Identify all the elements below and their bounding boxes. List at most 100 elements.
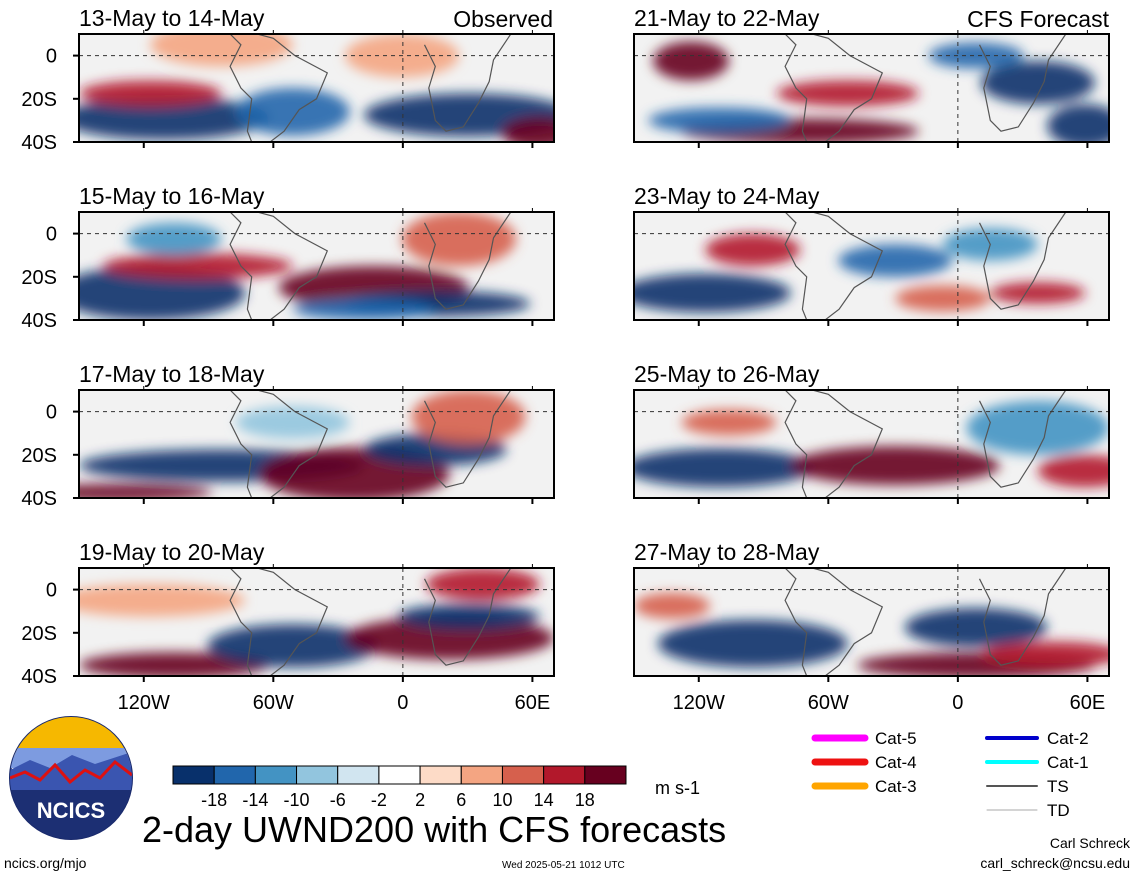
anomaly-contour: [904, 607, 1048, 647]
map-panel: 27-May to 28-May: [633, 539, 1110, 682]
panel-frame: [78, 33, 555, 143]
anomaly-contour: [966, 400, 1109, 455]
panel-title: 13-May to 14-May: [79, 5, 265, 31]
anomaly-contour: [838, 244, 953, 277]
anomaly-contour: [928, 42, 1024, 69]
x-tick-label: 60W: [808, 692, 849, 714]
colorbar-swatch: [337, 765, 380, 785]
storm-legend-label: Cat-3: [875, 777, 917, 796]
site-link[interactable]: ncics.org/mjo: [4, 855, 87, 871]
colorbar-swatch: [213, 765, 256, 785]
panel-frame: [633, 33, 1110, 143]
colorbar-swatch: [254, 765, 298, 785]
coastline: [978, 568, 1067, 666]
map-panel: 17-May to 18-May: [78, 361, 555, 504]
panel-frame: [78, 389, 555, 499]
anomaly-contour: [648, 107, 791, 134]
anomaly-contour: [79, 584, 246, 617]
anomaly-contour: [1037, 454, 1109, 488]
colorbar: -18 -14 -10 -6 -2 2 6 10 14 18: [172, 765, 627, 810]
colorbar-label: 2: [415, 790, 425, 810]
anomaly-contour: [102, 253, 293, 279]
anomaly-contour: [235, 406, 350, 439]
anomaly-contour: [425, 568, 540, 601]
panel-frame: [633, 567, 1110, 677]
author-email[interactable]: carl_schreck@ncsu.edu: [980, 855, 1130, 871]
colorbar-units: m s-1: [655, 778, 700, 798]
anomaly-contour: [653, 41, 729, 81]
colorbar-label: 14: [534, 790, 554, 810]
x-tick-label: 60E: [1070, 692, 1106, 714]
storm-legend-label: Cat-1: [1047, 753, 1089, 772]
panel-title: 23-May to 24-May: [634, 183, 820, 209]
map-panel: 15-May to 16-May: [78, 183, 555, 326]
storm-legend-label: Cat-2: [1047, 729, 1089, 748]
panel-frame: [633, 211, 1110, 321]
colorbar-swatch: [584, 765, 627, 785]
y-tick-label: 20S: [21, 89, 57, 111]
anomaly-contour: [292, 298, 436, 320]
anomaly-contour: [207, 624, 379, 668]
panel-title: 19-May to 20-May: [79, 539, 265, 565]
cfs-forecast-label: CFS Forecast: [967, 6, 1109, 32]
anomaly-contour: [980, 61, 1095, 105]
colorbar-swatch: [419, 765, 462, 785]
colorbar-label: 6: [456, 790, 466, 810]
y-tick-label: 40S: [21, 310, 57, 332]
colorbar-swatch: [501, 765, 545, 785]
anomaly-contour: [150, 34, 293, 67]
colorbar-label: -2: [371, 790, 387, 810]
map-panel: 13-May to 14-May: [78, 5, 555, 148]
anomaly-contour: [79, 483, 212, 498]
coastline: [423, 390, 512, 488]
anomaly-contour: [501, 117, 554, 142]
x-tick-label: 60W: [253, 692, 294, 714]
panel-title: 21-May to 22-May: [634, 5, 820, 31]
storm-legend-label: TS: [1047, 777, 1069, 796]
coastline: [229, 568, 329, 676]
anomaly-contour: [235, 88, 350, 136]
coastline: [229, 212, 329, 320]
coastline: [784, 568, 884, 676]
map-panel: 19-May to 20-May: [78, 539, 555, 682]
anomaly-contour: [990, 282, 1086, 304]
anomaly-contour: [79, 266, 246, 320]
observed-label: Observed: [453, 6, 553, 32]
anomaly-contour: [705, 233, 801, 266]
panel-title: 17-May to 18-May: [79, 361, 265, 387]
x-tick-label: 120W: [673, 692, 725, 714]
anomaly-contour: [980, 641, 1109, 668]
main-title: 2-day UWND200 with CFS forecasts: [142, 809, 726, 850]
author: Carl Schreck: [1050, 835, 1131, 851]
colorbar-label: 10: [492, 790, 512, 810]
anomaly-contour: [402, 212, 516, 266]
colorbar-label: -14: [242, 790, 268, 810]
colorbar-swatch: [378, 765, 421, 785]
y-tick-label: 20S: [21, 445, 57, 467]
y-tick-label: 20S: [21, 623, 57, 645]
y-tick-label: 0: [46, 402, 57, 424]
coastline: [978, 212, 1067, 310]
anomaly-contour: [411, 390, 526, 444]
panel-frame: [78, 211, 555, 321]
colorbar-label: 18: [575, 790, 595, 810]
anomaly-contour: [79, 80, 222, 107]
colorbar-label: -6: [330, 790, 346, 810]
coastline: [229, 390, 329, 498]
colorbar-label: -10: [284, 790, 310, 810]
anomaly-contour: [634, 592, 710, 619]
map-panel: 23-May to 24-May: [633, 183, 1110, 326]
anomaly-contour: [776, 80, 919, 107]
anomaly-contour: [895, 285, 991, 312]
y-tick-label: 40S: [21, 132, 57, 154]
anomaly-contour: [657, 619, 848, 668]
storm-legend-label: Cat-4: [875, 753, 917, 772]
anomaly-contour: [1047, 104, 1109, 142]
y-tick-label: 40S: [21, 666, 57, 688]
colorbar-swatch: [296, 765, 339, 785]
panel-title: 25-May to 26-May: [634, 361, 820, 387]
storm-legend-label: TD: [1047, 801, 1070, 820]
colorbar-label: -18: [201, 790, 227, 810]
y-tick-label: 40S: [21, 488, 57, 510]
